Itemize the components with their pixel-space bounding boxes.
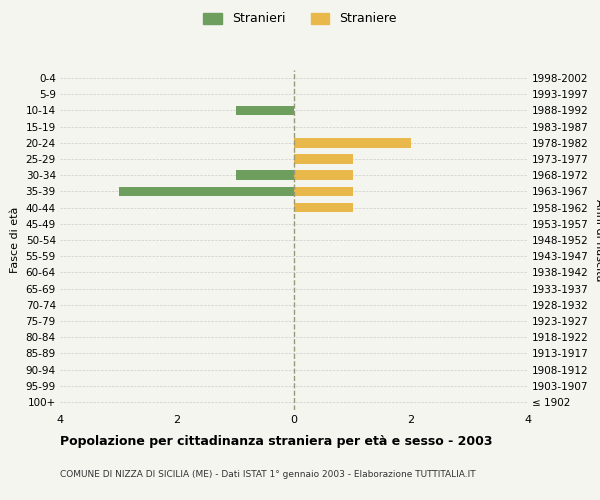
Bar (294, 186, 353, 196)
Bar (294, 138, 411, 147)
Y-axis label: Fasce di età: Fasce di età (10, 207, 20, 273)
Bar (294, 170, 353, 180)
Text: COMUNE DI NIZZA DI SICILIA (ME) - Dati ISTAT 1° gennaio 2003 - Elaborazione TUTT: COMUNE DI NIZZA DI SICILIA (ME) - Dati I… (60, 470, 476, 479)
Bar (119, 186, 294, 196)
Bar (235, 106, 294, 116)
Bar (294, 154, 353, 164)
Bar (294, 203, 353, 212)
Legend: Stranieri, Straniere: Stranieri, Straniere (197, 6, 403, 32)
Y-axis label: Anni di nascita: Anni di nascita (595, 198, 600, 281)
Text: Popolazione per cittadinanza straniera per età e sesso - 2003: Popolazione per cittadinanza straniera p… (60, 435, 493, 448)
Bar (235, 170, 294, 180)
